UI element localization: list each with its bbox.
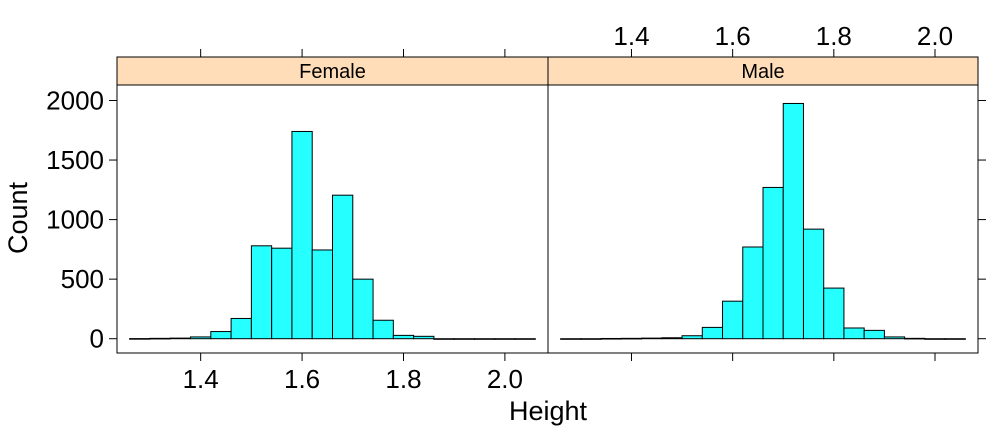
x-tick-label: 1.6 <box>284 364 320 394</box>
histogram-bar <box>823 287 845 340</box>
x-axis-title: Height <box>509 396 588 426</box>
histogram-bar <box>904 337 926 340</box>
strip-male <box>547 56 979 86</box>
x-tick-label: 1.6 <box>715 21 751 51</box>
x-tick-label: 1.8 <box>816 21 852 51</box>
histogram-bar <box>413 335 435 340</box>
histogram-bar <box>580 338 602 340</box>
histogram-bar <box>681 335 703 340</box>
panels-layer: Female Male <box>116 56 979 354</box>
histogram-bar <box>291 130 313 340</box>
histogram-bar <box>802 228 825 340</box>
histogram-bar <box>311 249 334 340</box>
axis-ticks: 0 500 1000 1500 2000 1.4 1.4 1.6 1.6 1.8 1.8 2.0 2.0 <box>46 21 986 394</box>
histogram-bar <box>250 245 273 340</box>
histogram-bar <box>453 338 475 340</box>
y-tick-label: 0 <box>90 324 104 354</box>
histogram-bar <box>742 246 764 340</box>
histogram-bar <box>129 338 151 340</box>
histogram-bar <box>883 336 906 340</box>
histogram-bar <box>271 247 293 340</box>
histogram-bar <box>600 337 622 340</box>
strip-label: Male <box>741 61 784 83</box>
y-tick-label: 2000 <box>46 85 104 115</box>
histogram-bar <box>230 317 252 340</box>
histogram-bar <box>372 319 394 340</box>
histogram-bar <box>722 300 744 340</box>
histogram-bar <box>701 326 724 340</box>
histogram-bar <box>641 337 663 340</box>
histogram-bar <box>352 278 374 340</box>
histogram-bar <box>169 337 192 340</box>
x-tick-label: 1.4 <box>613 21 649 51</box>
panel-female: Female <box>116 56 549 354</box>
histogram-bar <box>494 338 516 340</box>
histogram-bar <box>473 338 496 340</box>
histogram-bar <box>620 337 643 340</box>
histogram-bar <box>210 331 232 340</box>
histogram-bar <box>762 186 784 340</box>
panel-male: Male <box>547 56 979 354</box>
x-tick-label: 1.8 <box>385 364 421 394</box>
panel-frame <box>547 84 979 354</box>
histogram-bar <box>661 337 683 340</box>
histogram-bar <box>924 338 946 340</box>
y-tick-label: 1000 <box>46 205 104 235</box>
histogram-bar <box>863 329 885 340</box>
histogram-bar <box>433 338 455 340</box>
histogram-bar <box>944 338 966 340</box>
histogram-bar <box>332 194 354 340</box>
histogram-bar <box>782 102 804 340</box>
strip-female <box>116 56 549 86</box>
y-axis-title: Count <box>3 181 33 254</box>
y-tick-label: 500 <box>61 264 104 294</box>
x-tick-label: 2.0 <box>487 364 523 394</box>
x-tick-label: 2.0 <box>917 21 953 51</box>
y-tick-label: 1500 <box>46 145 104 175</box>
histogram-bar <box>560 338 582 340</box>
histogram-bar <box>190 336 212 340</box>
histogram-bar <box>149 337 171 340</box>
strip-label: Female <box>299 61 366 83</box>
histogram-bar <box>392 334 415 340</box>
histogram-bar <box>514 338 536 340</box>
histogram-bar <box>843 327 865 340</box>
x-tick-label: 1.4 <box>183 364 219 394</box>
